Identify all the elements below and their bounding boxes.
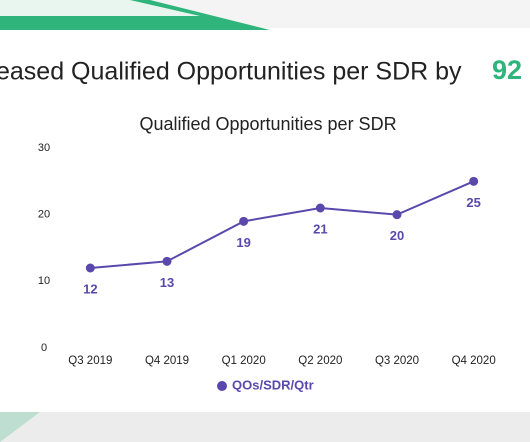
point — [469, 176, 479, 186]
y-tick-label: 30 — [38, 142, 50, 154]
legend-label: QOs/SDR/Qtr — [232, 377, 314, 392]
point — [85, 263, 95, 273]
x-tick-label: Q1 2020 — [222, 355, 266, 367]
y-tick-label: 10 — [38, 275, 50, 287]
x-tick-label: Q4 2020 — [452, 355, 496, 367]
bottom-accent — [0, 412, 40, 442]
value-label: 20 — [390, 228, 404, 243]
x-tick-label: Q3 2019 — [68, 355, 112, 367]
value-label: 25 — [466, 195, 480, 210]
y-tick-label: 20 — [38, 209, 50, 221]
headline: eased Qualified Opportunities per SDR by — [0, 58, 462, 86]
x-tick-label: Q4 2019 — [145, 355, 189, 367]
bottom-band — [0, 412, 530, 442]
x-tick-label: Q3 2020 — [375, 355, 419, 367]
legend-marker — [217, 381, 227, 391]
value-label: 13 — [160, 275, 174, 290]
point — [162, 256, 172, 266]
light-stripe — [0, 0, 200, 16]
chart-title: Qualified Opportunities per SDR — [139, 114, 396, 134]
headline-highlight: 92 — [492, 55, 522, 85]
y-tick-label: 0 — [41, 342, 47, 354]
x-tick-label: Q2 2020 — [298, 355, 342, 367]
value-label: 21 — [313, 221, 327, 236]
value-label: 12 — [83, 281, 97, 296]
point — [239, 216, 249, 226]
value-label: 19 — [236, 235, 250, 250]
point — [392, 210, 402, 220]
point — [315, 203, 325, 213]
line — [90, 180, 475, 269]
